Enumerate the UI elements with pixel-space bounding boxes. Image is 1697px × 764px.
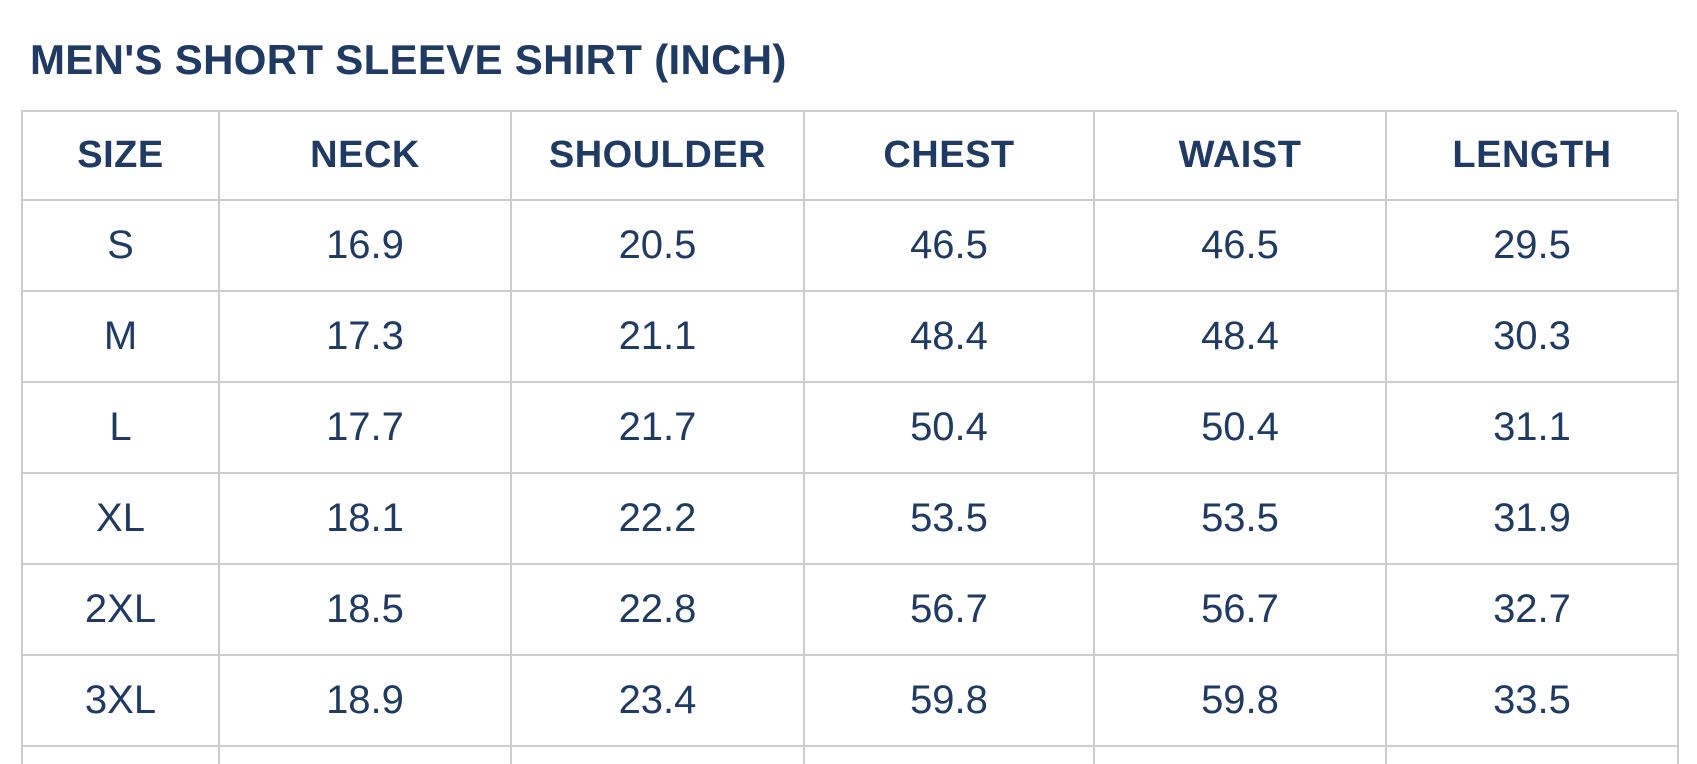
value-cell: 18.1	[220, 474, 512, 565]
column-header-length: LENGTH	[1387, 112, 1679, 201]
value-cell: 46.5	[805, 201, 1095, 292]
size-label-cell: M	[23, 292, 220, 383]
size-label-cell: 2XL	[23, 565, 220, 656]
value-cell: 20.5	[512, 201, 805, 292]
value-cell: 33.5	[1387, 656, 1679, 747]
value-cell: 48.4	[1095, 292, 1387, 383]
column-header-chest: CHEST	[805, 112, 1095, 201]
value-cell: 59.8	[805, 656, 1095, 747]
value-cell: 53.5	[1095, 474, 1387, 565]
partial-row-cell	[1095, 747, 1387, 764]
value-cell: 21.1	[512, 292, 805, 383]
value-cell: 23.4	[512, 656, 805, 747]
value-cell: 48.4	[805, 292, 1095, 383]
column-header-neck: NECK	[220, 112, 512, 201]
value-cell: 17.7	[220, 383, 512, 474]
value-cell: 50.4	[1095, 383, 1387, 474]
size-label-cell: 3XL	[23, 656, 220, 747]
value-cell: 31.1	[1387, 383, 1679, 474]
page-title: MEN'S SHORT SLEEVE SHIRT (INCH)	[30, 36, 787, 83]
value-cell: 29.5	[1387, 201, 1679, 292]
value-cell: 18.5	[220, 565, 512, 656]
column-header-waist: WAIST	[1095, 112, 1387, 201]
value-cell: 56.7	[1095, 565, 1387, 656]
value-cell: 53.5	[805, 474, 1095, 565]
value-cell: 30.3	[1387, 292, 1679, 383]
value-cell: 50.4	[805, 383, 1095, 474]
value-cell: 56.7	[805, 565, 1095, 656]
column-header-shoulder: SHOULDER	[512, 112, 805, 201]
partial-row-cell	[1387, 747, 1679, 764]
value-cell: 31.9	[1387, 474, 1679, 565]
value-cell: 22.2	[512, 474, 805, 565]
size-label-cell: XL	[23, 474, 220, 565]
size-label-cell: S	[23, 201, 220, 292]
size-chart-table: SIZE NECK SHOULDER CHEST WAIST LENGTH S …	[21, 110, 1679, 764]
value-cell: 22.8	[512, 565, 805, 656]
value-cell: 59.8	[1095, 656, 1387, 747]
value-cell: 16.9	[220, 201, 512, 292]
size-label-cell: L	[23, 383, 220, 474]
partial-row-cell	[805, 747, 1095, 764]
partial-row-cell	[512, 747, 805, 764]
column-header-size: SIZE	[23, 112, 220, 201]
value-cell: 21.7	[512, 383, 805, 474]
value-cell: 17.3	[220, 292, 512, 383]
partial-row-cell	[23, 747, 220, 764]
value-cell: 32.7	[1387, 565, 1679, 656]
value-cell: 18.9	[220, 656, 512, 747]
partial-row-cell	[220, 747, 512, 764]
value-cell: 46.5	[1095, 201, 1387, 292]
